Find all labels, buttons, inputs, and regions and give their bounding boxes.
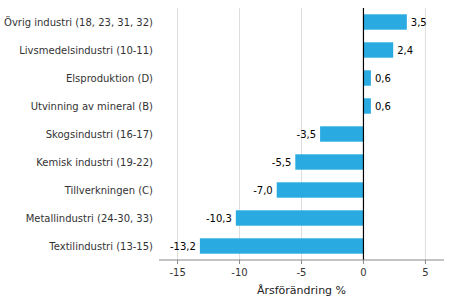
category-label: Skogsindustri (16-17) — [46, 129, 153, 140]
tick-label: -10 — [231, 267, 247, 278]
bar — [277, 182, 364, 197]
tick-mark — [177, 260, 178, 264]
bar — [363, 14, 406, 29]
bar — [200, 238, 364, 253]
data-label: 0,6 — [375, 73, 391, 84]
data-label: -3,5 — [297, 129, 317, 140]
grid-line — [363, 8, 364, 260]
category-label: Övrig industri (18, 23, 31, 32) — [4, 16, 153, 28]
category-label: Livsmedelsindustri (10-11) — [19, 45, 153, 56]
bar — [363, 42, 393, 57]
grid-line — [425, 8, 426, 260]
category-label: Textilindustri (13-15) — [48, 241, 153, 252]
bar — [295, 154, 363, 169]
tick-label: 0 — [360, 267, 366, 278]
zero-line — [363, 8, 364, 260]
bar — [320, 126, 363, 141]
tick-label: -5 — [297, 267, 307, 278]
bar — [363, 98, 370, 113]
grid-line — [177, 8, 178, 260]
data-label: -5,5 — [272, 157, 292, 168]
tick-mark — [363, 260, 364, 264]
category-label: Utvinning av mineral (B) — [31, 101, 153, 112]
data-label: -10,3 — [206, 213, 232, 224]
chart: Textilindustri (13-15) Metallindustri (24… — [0, 0, 454, 302]
x-axis-line — [159, 260, 444, 261]
category-label: Kemisk industri (19-22) — [36, 157, 153, 168]
data-label: 0,6 — [375, 101, 391, 112]
data-label: -7,0 — [253, 185, 273, 196]
x-axis-label: Årsförändring % — [257, 284, 346, 297]
data-label: -13,2 — [170, 241, 196, 252]
tick-mark — [239, 260, 240, 264]
tick-label: 5 — [422, 267, 428, 278]
tick-mark — [425, 260, 426, 264]
tick-mark — [301, 260, 302, 264]
data-label: 3,5 — [411, 17, 427, 28]
data-label: 2,4 — [397, 45, 413, 56]
category-label: Metallindustri (24-30, 33) — [26, 213, 153, 224]
bar — [363, 70, 370, 85]
tick-label: -15 — [169, 267, 185, 278]
bar — [236, 210, 364, 225]
category-label: Tillverkningen (C) — [64, 185, 153, 196]
bars — [200, 14, 407, 253]
category-label: Elsproduktion (D) — [66, 73, 153, 84]
